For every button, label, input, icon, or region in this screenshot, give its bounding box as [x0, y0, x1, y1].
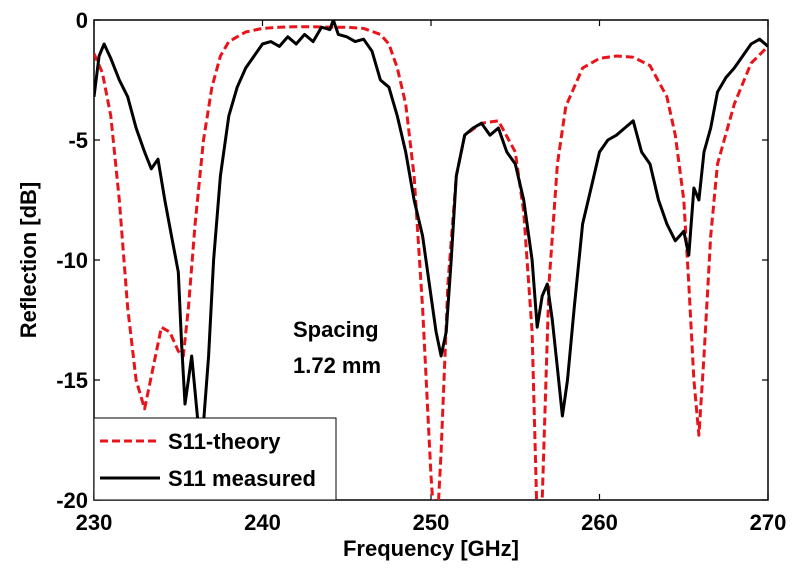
legend-box — [93, 417, 337, 501]
x-tick-label: 250 — [413, 510, 450, 535]
x-tick-label: 270 — [750, 510, 787, 535]
annotation-line-2: 1.72 mm — [293, 353, 381, 378]
y-tick-label: -5 — [68, 128, 88, 153]
x-tick-label: 230 — [76, 510, 113, 535]
series-line-theory — [94, 25, 768, 500]
y-tick-label: -10 — [56, 248, 88, 273]
x-tick-label: 240 — [244, 510, 281, 535]
y-axis-label: Reflection [dB] — [16, 182, 41, 338]
x-tick-label: 260 — [581, 510, 618, 535]
legend: S11-theory S11 measured — [93, 417, 337, 501]
legend-label-theory: S11-theory — [168, 429, 281, 454]
y-tick-label: 0 — [76, 8, 88, 33]
series-line-measured — [94, 20, 768, 430]
x-axis-label: Frequency [GHz] — [343, 536, 519, 561]
y-tick-label: -15 — [56, 368, 88, 393]
annotation-line-1: Spacing — [293, 317, 379, 342]
y-tick-label: -20 — [56, 488, 88, 513]
axis-ticks: 230 240 250 260 270 0 -5 -10 -15 -20 — [56, 8, 786, 535]
legend-label-measured: S11 measured — [168, 466, 316, 491]
series-layer — [94, 20, 768, 500]
